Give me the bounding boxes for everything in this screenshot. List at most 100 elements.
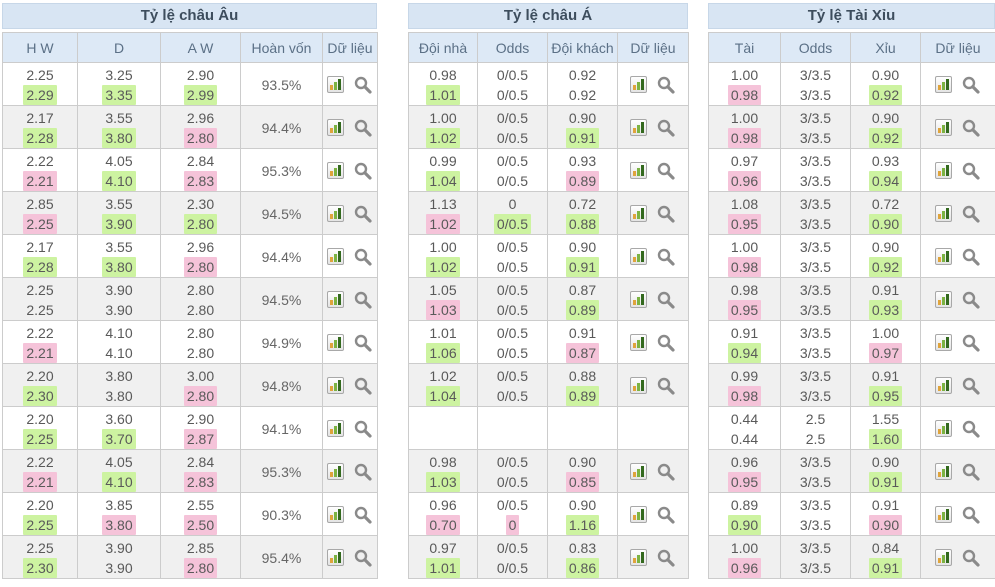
bar-chart-icon[interactable] bbox=[327, 119, 344, 136]
magnifier-icon[interactable] bbox=[961, 548, 981, 568]
live-odds-value: 0/0.5 bbox=[496, 387, 529, 404]
bar-chart-icon[interactable] bbox=[327, 420, 344, 437]
bar-chart-icon[interactable] bbox=[935, 334, 952, 351]
live-odds-value: 3/3.5 bbox=[799, 301, 832, 318]
magnifier-icon[interactable] bbox=[656, 376, 676, 396]
bar-chart-bar bbox=[942, 82, 945, 90]
bar-chart-icon[interactable] bbox=[935, 377, 952, 394]
opening-odds-value: 3/3.5 bbox=[799, 109, 832, 126]
bar-chart-icon[interactable] bbox=[630, 463, 647, 480]
over-under-table: Tài Odds Xỉu Dữ liệu 1.00 0.98 3/3.5 3/3.5 0.90 0… bbox=[708, 32, 995, 579]
odds-cell: 0.96 0.95 bbox=[708, 449, 781, 493]
odds-cell: 3.90 3.90 bbox=[77, 277, 161, 321]
odds-up-highlight: 0.90 bbox=[727, 514, 762, 535]
bar-chart-bar bbox=[938, 515, 941, 520]
magnifier-icon[interactable] bbox=[656, 505, 676, 525]
bar-chart-icon[interactable] bbox=[327, 76, 344, 93]
magnifier-icon[interactable] bbox=[353, 333, 373, 353]
odds-cell: 4.10 4.10 bbox=[77, 320, 161, 364]
bar-chart-icon[interactable] bbox=[630, 76, 647, 93]
magnifier-icon[interactable] bbox=[961, 118, 981, 138]
live-odds-value: 0 bbox=[478, 514, 547, 535]
bar-chart-icon[interactable] bbox=[630, 119, 647, 136]
bookmaker-row: 0.98 1.01 0/0.5 0/0.5 0.92 0.92 bbox=[408, 62, 689, 106]
bar-chart-icon[interactable] bbox=[630, 506, 647, 523]
magnifier-icon[interactable] bbox=[656, 333, 676, 353]
odds-cell: 0.96 0.70 bbox=[408, 492, 478, 536]
bar-chart-icon[interactable] bbox=[935, 119, 952, 136]
odds-cell: 0.99 1.04 bbox=[408, 148, 478, 192]
bar-chart-bar bbox=[942, 297, 945, 305]
magnifier-icon[interactable] bbox=[353, 462, 373, 482]
odds-up-highlight: 3.35 bbox=[102, 84, 136, 105]
bar-chart-icon[interactable] bbox=[935, 549, 952, 566]
magnifier-icon[interactable] bbox=[353, 548, 373, 568]
odds-up-highlight: 0.94 bbox=[727, 342, 762, 363]
bar-chart-icon[interactable] bbox=[935, 291, 952, 308]
magnifier-icon[interactable] bbox=[656, 161, 676, 181]
live-odds-value: 0.88 bbox=[548, 213, 617, 234]
magnifier-icon[interactable] bbox=[656, 118, 676, 138]
magnifier-icon[interactable] bbox=[656, 462, 676, 482]
magnifier-icon[interactable] bbox=[353, 247, 373, 267]
magnifier-icon[interactable] bbox=[961, 247, 981, 267]
magnifier-icon[interactable] bbox=[961, 376, 981, 396]
odds-cell: 2.25 2.25 bbox=[2, 277, 78, 321]
magnifier-icon[interactable] bbox=[961, 290, 981, 310]
bar-chart-icon[interactable] bbox=[935, 248, 952, 265]
bar-chart-icon[interactable] bbox=[327, 162, 344, 179]
odds-cell: 3/3.5 3/3.5 bbox=[780, 492, 851, 536]
bar-chart-icon[interactable] bbox=[327, 377, 344, 394]
data-actions-cell bbox=[617, 492, 689, 536]
bar-chart-icon[interactable] bbox=[935, 76, 952, 93]
bar-chart-icon[interactable] bbox=[630, 162, 647, 179]
magnifier-icon[interactable] bbox=[656, 548, 676, 568]
bar-chart-icon[interactable] bbox=[327, 248, 344, 265]
magnifier-icon[interactable] bbox=[961, 505, 981, 525]
bar-chart-icon[interactable] bbox=[935, 205, 952, 222]
magnifier-icon[interactable] bbox=[353, 161, 373, 181]
magnifier-icon[interactable] bbox=[353, 118, 373, 138]
bar-chart-icon[interactable] bbox=[327, 463, 344, 480]
bar-chart-icon[interactable] bbox=[327, 291, 344, 308]
opening-odds-value: 0 bbox=[508, 195, 517, 212]
odds-up-highlight: 4.10 bbox=[102, 471, 136, 492]
bar-chart-icon[interactable] bbox=[630, 291, 647, 308]
magnifier-icon[interactable] bbox=[353, 75, 373, 95]
magnifier-icon[interactable] bbox=[656, 247, 676, 267]
magnifier-icon[interactable] bbox=[961, 419, 981, 439]
magnifier-icon[interactable] bbox=[961, 161, 981, 181]
magnifier-icon[interactable] bbox=[656, 75, 676, 95]
opening-odds-value: 2.22 bbox=[26, 324, 54, 341]
magnifier-icon[interactable] bbox=[353, 505, 373, 525]
bar-chart-icon[interactable] bbox=[935, 420, 952, 437]
bar-chart-icon[interactable] bbox=[630, 549, 647, 566]
magnifier-icon[interactable] bbox=[353, 376, 373, 396]
bar-chart-icon[interactable] bbox=[327, 549, 344, 566]
magnifier-icon[interactable] bbox=[353, 290, 373, 310]
bar-chart-icon[interactable] bbox=[935, 162, 952, 179]
bar-chart-icon[interactable] bbox=[327, 506, 344, 523]
bar-chart-icon[interactable] bbox=[935, 463, 952, 480]
bar-chart-icon[interactable] bbox=[935, 506, 952, 523]
bar-chart-icon[interactable] bbox=[630, 377, 647, 394]
magnifier-icon[interactable] bbox=[656, 204, 676, 224]
bookmaker-row: 1.13 1.02 0 0/0.5 0.72 0.88 bbox=[408, 191, 689, 235]
bar-chart-bar bbox=[942, 125, 945, 133]
magnifier-icon[interactable] bbox=[353, 419, 373, 439]
bar-chart-icon[interactable] bbox=[327, 205, 344, 222]
bar-chart-icon[interactable] bbox=[630, 334, 647, 351]
magnifier-icon[interactable] bbox=[353, 204, 373, 224]
magnifier-icon[interactable] bbox=[961, 333, 981, 353]
live-odds-value: 0/0.5 bbox=[496, 129, 529, 146]
magnifier-icon[interactable] bbox=[961, 204, 981, 224]
bar-chart-icon[interactable] bbox=[630, 205, 647, 222]
bar-chart-icon[interactable] bbox=[630, 248, 647, 265]
data-actions bbox=[323, 333, 377, 353]
odds-cell: 2.20 2.25 bbox=[2, 492, 78, 536]
bar-chart-icon[interactable] bbox=[327, 334, 344, 351]
magnifier-icon[interactable] bbox=[656, 290, 676, 310]
magnifier-icon[interactable] bbox=[961, 462, 981, 482]
payout-cell: 95.4% bbox=[240, 535, 323, 579]
magnifier-icon[interactable] bbox=[961, 75, 981, 95]
